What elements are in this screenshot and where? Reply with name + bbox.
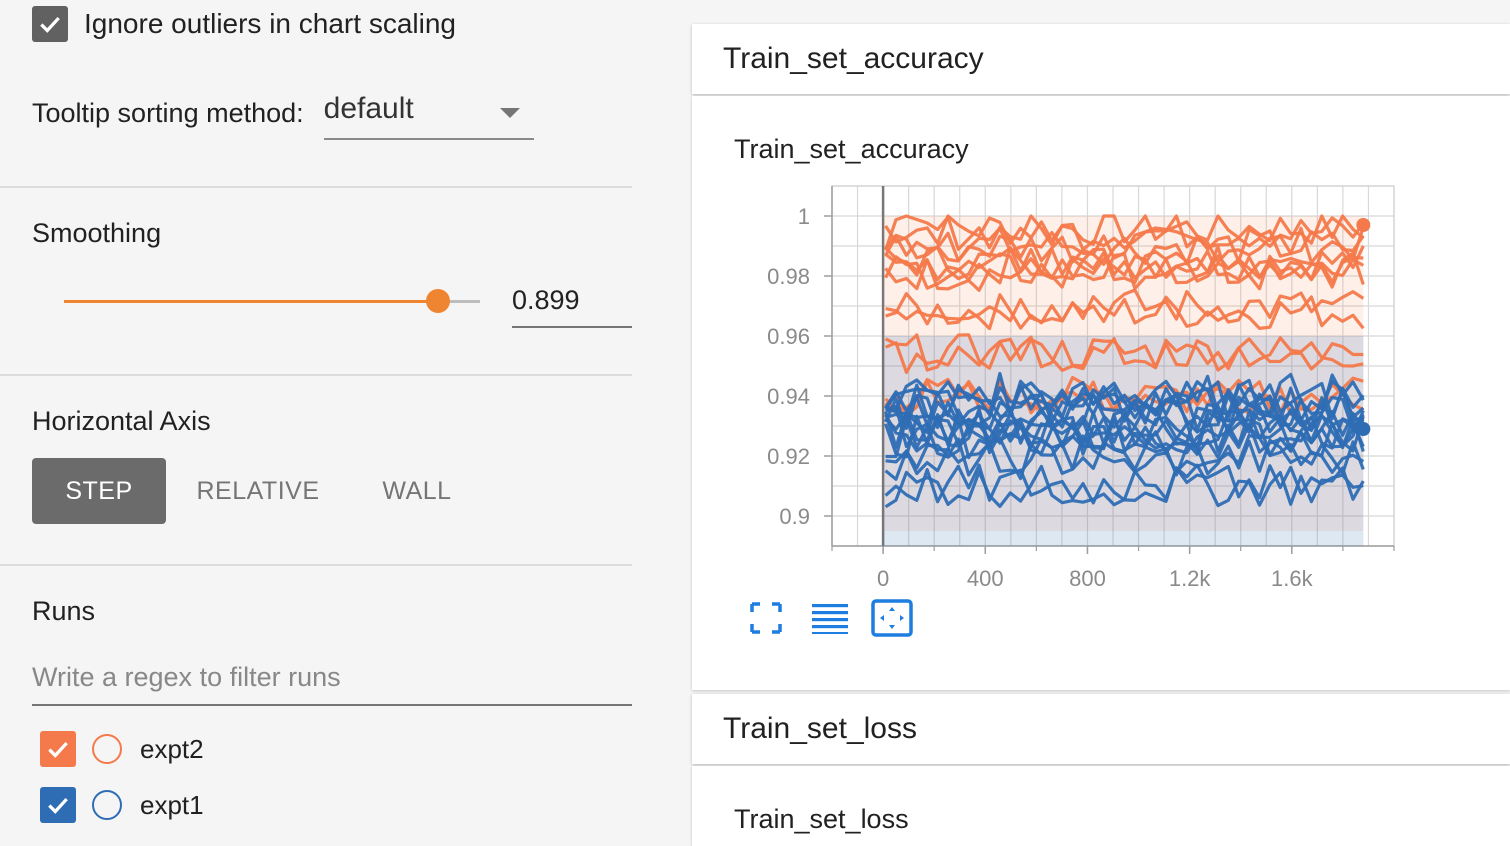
series-line-expt1 xyxy=(884,389,1365,434)
series-line-expt1 xyxy=(885,371,1365,417)
check-icon xyxy=(48,797,68,814)
ignore-outliers-checkbox[interactable] xyxy=(32,6,68,42)
check-icon xyxy=(48,741,68,758)
x-tick-label: 400 xyxy=(967,566,1004,591)
dropdown-arrow-icon xyxy=(499,108,520,118)
series-line-expt2 xyxy=(884,333,1364,372)
y-tick-label: 0.94 xyxy=(767,384,810,409)
run-row-expt2[interactable]: expt2 xyxy=(40,731,204,767)
smoothing-value-input[interactable]: 0.899 xyxy=(512,280,632,328)
x-tick-label: 0 xyxy=(877,566,889,591)
horizontal-axis-buttons: STEP RELATIVE WALL xyxy=(32,458,484,524)
runs-regex-input[interactable]: Write a regex to filter runs xyxy=(32,658,632,706)
card-header-loss[interactable]: Train_set_loss xyxy=(692,694,1510,764)
series-line-expt1 xyxy=(884,414,1365,460)
log-scale-icon[interactable] xyxy=(808,598,852,638)
y-tick-label: 0.98 xyxy=(767,264,810,289)
run-checkbox-expt2[interactable] xyxy=(40,731,76,767)
chart-title: Train_set_accuracy xyxy=(734,134,969,164)
series-line-expt2 xyxy=(884,337,1364,374)
series-line-expt1 xyxy=(884,463,1365,508)
tooltip-sorting-label: Tooltip sorting method: xyxy=(32,98,304,128)
axis-relative-button[interactable]: RELATIVE xyxy=(196,476,320,505)
check-icon xyxy=(40,16,60,33)
smoothing-title: Smoothing xyxy=(32,218,162,248)
divider xyxy=(0,564,632,566)
series-end-point-expt1 xyxy=(1356,422,1371,436)
ignore-outliers-label: Ignore outliers in chart scaling xyxy=(84,8,456,39)
series-line-expt2 xyxy=(884,245,1364,285)
series-end-point-expt2 xyxy=(1356,218,1371,232)
card-header-title: Train_set_accuracy xyxy=(723,42,984,75)
series-line-expt2 xyxy=(884,251,1365,291)
series-line-expt1 xyxy=(884,436,1365,481)
y-tick-label: 0.9 xyxy=(779,504,810,529)
run-label-expt1: expt1 xyxy=(140,789,204,820)
y-tick-label: 0.96 xyxy=(767,324,810,349)
run-row-expt1[interactable]: expt1 xyxy=(40,787,204,823)
y-tick-label: 1 xyxy=(798,204,810,229)
tooltip-sorting-row: Tooltip sorting method: default xyxy=(32,92,534,140)
smoothing-slider-thumb[interactable] xyxy=(425,289,450,313)
series-line-expt1 xyxy=(885,433,1365,476)
card-header-title: Train_set_loss xyxy=(723,712,917,745)
x-tick-label: 1.6k xyxy=(1271,566,1314,591)
fit-domain-icon[interactable] xyxy=(870,598,914,638)
series-line-expt2 xyxy=(884,228,1365,266)
axis-wall-button[interactable]: WALL xyxy=(382,476,452,505)
x-tick-label: 1.2k xyxy=(1169,566,1212,591)
y-tick-label: 0.92 xyxy=(767,444,810,469)
run-checkbox-expt1[interactable] xyxy=(40,787,76,823)
chart-title: Train_set_loss xyxy=(734,804,909,834)
series-line-expt2 xyxy=(884,214,1365,246)
tooltip-sorting-value: default xyxy=(323,92,414,125)
series-line-expt2 xyxy=(885,292,1365,331)
run-label-expt2: expt2 xyxy=(140,733,204,764)
accuracy-chart[interactable]: 0 400 800 1.2k 1.6k 0.9 0.92 0.94 0.96 0.98 1 xyxy=(692,96,1510,596)
smoothing-slider[interactable] xyxy=(64,289,480,313)
axis-step-button[interactable]: STEP xyxy=(32,458,166,524)
chart-card-loss: Train_set_loss xyxy=(692,766,1510,846)
series-line-expt2 xyxy=(884,214,1365,252)
run-radio-expt2[interactable] xyxy=(92,734,122,764)
runs-title: Runs xyxy=(32,596,96,626)
smoothing-slider-fill xyxy=(64,300,438,303)
x-tick-label: 800 xyxy=(1069,566,1106,591)
tooltip-sorting-select[interactable]: default xyxy=(323,92,534,140)
run-radio-expt1[interactable] xyxy=(92,790,122,820)
horizontal-axis-title: Horizontal Axis xyxy=(32,406,211,436)
series-line-expt2 xyxy=(884,254,1365,292)
series-line-expt2 xyxy=(885,288,1365,324)
divider xyxy=(0,186,632,188)
sidebar: Ignore outliers in chart scaling Tooltip… xyxy=(0,0,632,846)
fullscreen-icon[interactable] xyxy=(744,598,788,638)
divider xyxy=(0,374,632,376)
card-header-accuracy[interactable]: Train_set_accuracy xyxy=(692,24,1510,94)
chart-card-accuracy: Train_set_accuracy 0 400 800 1.2k 1.6k 0.9 0.9… xyxy=(692,96,1510,690)
ignore-outliers-row[interactable]: Ignore outliers in chart scaling xyxy=(32,6,456,42)
